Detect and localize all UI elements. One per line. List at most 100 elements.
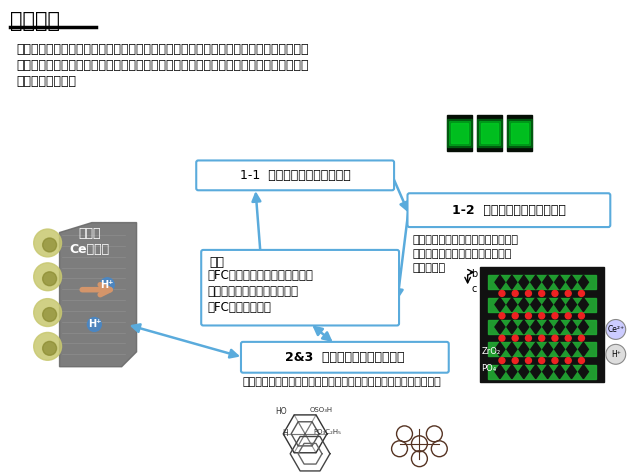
Polygon shape — [566, 342, 577, 356]
Text: ZrO₂: ZrO₂ — [482, 347, 501, 356]
Circle shape — [552, 313, 558, 319]
Polygon shape — [519, 275, 529, 289]
Polygon shape — [507, 365, 517, 379]
Bar — [448, 115, 472, 151]
Text: ・FC耐久性の低下: ・FC耐久性の低下 — [207, 301, 271, 314]
Circle shape — [42, 238, 57, 252]
Polygon shape — [519, 320, 529, 334]
Circle shape — [512, 357, 518, 364]
Circle shape — [499, 291, 505, 296]
Text: Ceイオン: Ceイオン — [69, 244, 109, 256]
Circle shape — [539, 357, 545, 364]
Circle shape — [33, 332, 62, 360]
Polygon shape — [507, 342, 517, 356]
Polygon shape — [495, 320, 505, 334]
Bar — [507, 118, 532, 146]
FancyBboxPatch shape — [196, 161, 394, 190]
Circle shape — [512, 335, 518, 341]
Bar — [487, 275, 596, 289]
Polygon shape — [519, 298, 529, 311]
Circle shape — [539, 291, 545, 296]
Circle shape — [42, 272, 57, 286]
Bar — [479, 121, 500, 145]
Polygon shape — [60, 223, 136, 367]
Circle shape — [525, 291, 531, 296]
Polygon shape — [519, 342, 529, 356]
Bar — [448, 118, 472, 146]
Text: ・FC運転時のクエンチャー移動: ・FC運転時のクエンチャー移動 — [207, 269, 313, 282]
Polygon shape — [519, 365, 529, 379]
Bar — [487, 320, 596, 334]
Text: OSO₃H: OSO₃H — [310, 407, 333, 413]
Bar — [507, 115, 532, 151]
FancyBboxPatch shape — [408, 193, 610, 227]
Text: 課題: 課題 — [209, 256, 224, 269]
Text: 分散性の高い有機低分子クエンチャー、クエンチャーの高分子量化: 分散性の高い有機低分子クエンチャー、クエンチャーの高分子量化 — [243, 377, 442, 387]
Polygon shape — [579, 365, 588, 379]
Bar — [511, 123, 528, 143]
Circle shape — [33, 229, 62, 257]
Circle shape — [552, 291, 558, 296]
Polygon shape — [530, 342, 541, 356]
Circle shape — [42, 308, 57, 321]
Text: 滅させるのがクエンチャーであり、本研究では新規クエンチャーの高機能化に関する研: 滅させるのがクエンチャーであり、本研究では新規クエンチャーの高機能化に関する研 — [17, 59, 309, 72]
Circle shape — [100, 278, 114, 292]
Bar — [451, 123, 468, 143]
Bar — [487, 342, 596, 356]
FancyBboxPatch shape — [241, 342, 449, 373]
Text: H⁺: H⁺ — [100, 280, 114, 290]
Polygon shape — [530, 298, 541, 311]
Polygon shape — [543, 365, 552, 379]
Circle shape — [552, 357, 558, 364]
Text: の移動: の移動 — [78, 227, 100, 239]
Polygon shape — [530, 365, 541, 379]
Text: H⁺: H⁺ — [611, 350, 620, 359]
Circle shape — [512, 313, 518, 319]
Polygon shape — [566, 298, 577, 311]
Polygon shape — [555, 365, 565, 379]
Circle shape — [499, 357, 505, 364]
Polygon shape — [566, 320, 577, 334]
Circle shape — [33, 263, 62, 291]
Text: 1-2  クエンチャー移動の抑制: 1-2 クエンチャー移動の抑制 — [452, 204, 566, 217]
Text: 2&3  新規クエンチャーの開発: 2&3 新規クエンチャーの開発 — [285, 351, 404, 364]
Polygon shape — [555, 320, 565, 334]
Polygon shape — [543, 320, 552, 334]
Circle shape — [552, 335, 558, 341]
Polygon shape — [566, 365, 577, 379]
Circle shape — [565, 357, 571, 364]
Circle shape — [499, 313, 505, 319]
Polygon shape — [530, 320, 541, 334]
Bar — [487, 365, 596, 379]
Polygon shape — [543, 275, 552, 289]
Circle shape — [539, 335, 545, 341]
Text: H: H — [282, 429, 288, 438]
Circle shape — [499, 335, 505, 341]
Polygon shape — [555, 298, 565, 311]
Circle shape — [87, 318, 102, 331]
Polygon shape — [566, 275, 577, 289]
Circle shape — [512, 291, 518, 296]
Text: 研究概略: 研究概略 — [10, 11, 60, 31]
Circle shape — [565, 335, 571, 341]
Circle shape — [579, 335, 584, 341]
Text: c: c — [471, 284, 477, 294]
Polygon shape — [579, 298, 588, 311]
Text: H⁺: H⁺ — [87, 319, 101, 329]
Circle shape — [579, 291, 584, 296]
Circle shape — [42, 341, 57, 356]
Circle shape — [525, 357, 531, 364]
Polygon shape — [530, 275, 541, 289]
Polygon shape — [543, 298, 552, 311]
Circle shape — [565, 291, 571, 296]
Polygon shape — [495, 275, 505, 289]
Polygon shape — [579, 342, 588, 356]
Circle shape — [565, 313, 571, 319]
FancyBboxPatch shape — [201, 250, 399, 326]
Text: PO₄: PO₄ — [482, 364, 497, 373]
Text: b: b — [471, 269, 478, 279]
Polygon shape — [579, 275, 588, 289]
Polygon shape — [507, 298, 517, 311]
Text: ・電解質膜の劣化、性能低下: ・電解質膜の劣化、性能低下 — [207, 285, 298, 298]
Polygon shape — [495, 365, 505, 379]
